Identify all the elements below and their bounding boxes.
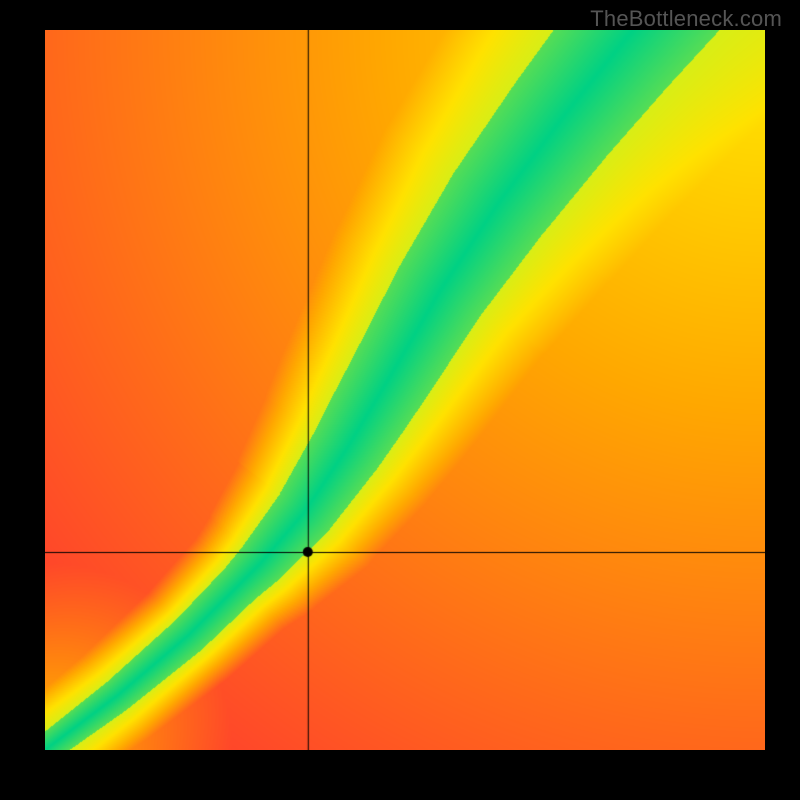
watermark-label: TheBottleneck.com (590, 6, 782, 32)
chart-container: TheBottleneck.com (0, 0, 800, 800)
plot-area (45, 30, 765, 750)
heatmap-canvas (45, 30, 765, 750)
